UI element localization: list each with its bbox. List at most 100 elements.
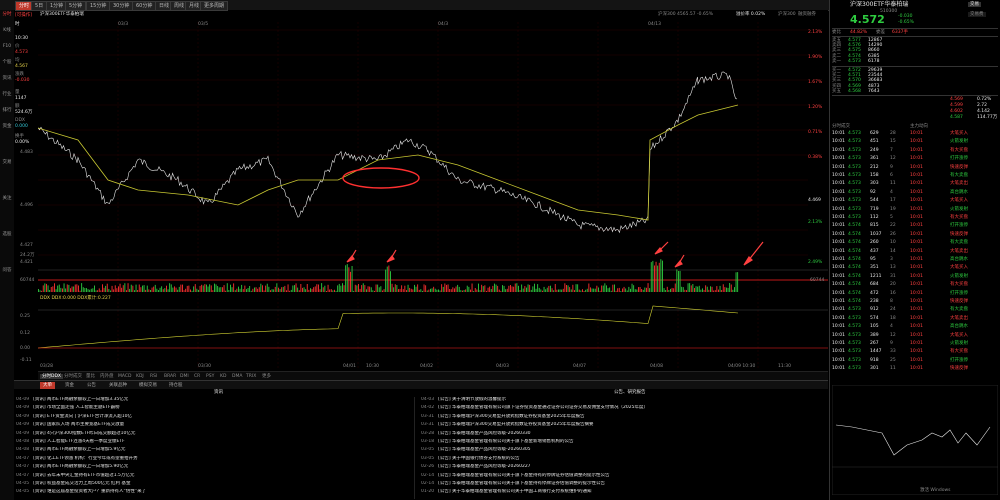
news-item[interactable]: 04-09 [资讯] 国家队入场 两市主要宽基ETF成交放量 (16, 422, 412, 428)
volume-bar (554, 284, 556, 292)
volume-bar (522, 288, 524, 292)
news-item[interactable]: 04-08 [资讯] 两市ETF两融余额较上一日增加5.9亿元 (16, 447, 412, 453)
news-item[interactable]: 04-09 [资讯] ETF资金流向 | 沪深ETF合计净流入超10亿 (16, 414, 412, 420)
news-item[interactable]: 04-09 [资讯] 市场全面走强 人工智能主题ETF霸榜 (16, 405, 412, 411)
bottom-tab[interactable]: 资金 (65, 383, 74, 388)
period-tab[interactable]: 1分钟 (46, 1, 68, 11)
news-item[interactable]: 04-02 [公告] 华泰柏瑞基金管理有限公司旗下证券投资基金通过证券公司证券交易… (421, 405, 817, 411)
volume-bar (463, 290, 465, 292)
axis-left-label: 4.496 (20, 203, 33, 208)
trade-fee-tab[interactable]: 交易费 (968, 12, 986, 17)
link-hs300[interactable]: 沪深300 (778, 12, 796, 17)
news-item[interactable]: 01-20 [公告] 关于华泰柏瑞基金管理有限公司关于中国工商银行支付系统维护的通… (421, 489, 817, 495)
volume-bar (52, 286, 54, 292)
intraday-chart[interactable]: 沪深300ETF华泰柏瑞 沪深300 4565.57 -0.65% 溢价率 0.… (20, 10, 828, 381)
ind-tab[interactable]: TRIX (246, 374, 257, 379)
volume-bar (97, 290, 99, 292)
chart-title: 沪深300ETF华泰柏瑞 (40, 12, 84, 17)
news-item[interactable]: 04-07 [资讯] 化工ETF领涨 机构：行业今年或有望重拾升势 (16, 456, 412, 462)
rail-item-gz[interactable]: 关注 (2, 196, 12, 201)
volume-bar (540, 289, 542, 292)
volume-bar (452, 287, 454, 292)
flow-time: 10:01 (910, 290, 923, 296)
news-item[interactable]: 03-05 [公告] 华泰柏瑞基金产品风险等级-20260305 (421, 447, 817, 453)
news-item[interactable]: 03-28 [公告] 华泰柏瑞基金产品风险等级-20260330 (421, 431, 817, 437)
ind-tab[interactable]: PSY (206, 374, 215, 379)
volume-bar (572, 284, 574, 292)
rail-item-f10[interactable]: F10 (2, 44, 12, 49)
bottom-tab[interactable]: 关联品种 (109, 383, 127, 388)
news-item[interactable]: 02-14 [公告] 华泰柏瑞基金管理有限公司关于旗下基金持有的停牌证券估值调整的… (421, 473, 817, 479)
rail-item-hy[interactable]: 行业 (2, 92, 12, 97)
ind-tab[interactable]: 分时成交 (64, 374, 82, 379)
period-tab[interactable]: 15分钟 (86, 1, 111, 11)
ind-tab[interactable]: 更多 (262, 374, 271, 379)
period-tab[interactable]: 5分钟 (65, 1, 87, 11)
news-item[interactable]: 04-03 [公告] 关于清明节放假的温馨提示 (421, 397, 817, 403)
news-item[interactable]: 03-05 [公告] 关于中国银行债券支付系统的公告 (421, 456, 817, 462)
volume-bar (633, 285, 635, 292)
volume-bar (348, 267, 350, 292)
volume-bar (689, 283, 691, 292)
rail-item-fenshi[interactable]: 分时 (2, 12, 12, 17)
news-item[interactable]: 04-05 [资讯] 权益基金成交活力上周500亿元 红利 基金 (16, 481, 412, 487)
news-item[interactable]: 02-26 [公告] 华泰柏瑞基金产品风险等级-20260227 (421, 464, 817, 470)
ind-tab[interactable]: 内外盘 (100, 374, 114, 379)
link-margin[interactable]: 融资融券 (798, 12, 816, 17)
bottom-tab[interactable]: 公告 (87, 383, 96, 388)
volume-bar (694, 288, 695, 292)
news-item[interactable]: 04-05 [资讯] 谁是这届基金投资者大户？重新持有人“悟性”来了 (16, 489, 412, 495)
ind-tab[interactable]: CR (194, 374, 201, 379)
volume-bar (70, 288, 71, 292)
period-tab[interactable]: 30分钟 (109, 1, 134, 11)
period-tab[interactable]: 更多周期 (200, 1, 229, 11)
volume-bar (382, 290, 383, 292)
vol-top-label: 24.2万 (20, 253, 35, 258)
ind-tab[interactable]: KD (220, 374, 227, 379)
period-tab[interactable]: 60分钟 (132, 1, 157, 11)
news-item[interactable]: 02-14 [公告] 华泰柏瑞基金管理有限公司关于旗下基金持有停牌证券估值调整的提… (421, 481, 817, 487)
volume-bar (580, 290, 582, 292)
ind-tab[interactable]: KDJ (136, 374, 144, 379)
news-item[interactable]: 04-09 [资讯] 两市ETF两融余额较上一日增加3.35亿元 (16, 397, 412, 403)
ind-tab[interactable]: RSI (150, 374, 158, 379)
volume-bar (114, 285, 116, 292)
ind-tab[interactable]: DMI (180, 374, 189, 379)
ind-tab[interactable]: 量比 (86, 374, 95, 379)
rail-item-wd[interactable]: 问答 (2, 268, 12, 273)
rail-item-ph[interactable]: 排行 (2, 108, 12, 113)
news-item[interactable]: 03-31 [公告] 华泰柏瑞沪深300交易型开放式指数证券投资基金2025年年度… (421, 414, 817, 420)
period-tab[interactable]: 5日 (31, 1, 48, 11)
news-item[interactable]: 04-07 [资讯] 去年末中央汇金持有ETF市值超过1.5万亿元 (16, 473, 412, 479)
news-item[interactable]: 03-18 [公告] 华泰柏瑞基金管理有限公司关于旗下基金新增销售机构的公告 (421, 439, 817, 445)
news-item[interactable]: 03-31 [公告] 华泰柏瑞沪深300交易型开放式指数证券投资基金2025年年度… (421, 422, 817, 428)
rail-item-zj[interactable]: 资金 (2, 124, 12, 129)
ind-tab[interactable]: MACD (118, 374, 132, 379)
trade-v: 544 (870, 198, 879, 204)
rail-item-kline[interactable]: K线 (3, 28, 11, 33)
stat-key: 委差 (876, 30, 885, 35)
volume-bar (681, 286, 683, 292)
trade-t: 10:01 (832, 206, 845, 212)
ind-tab[interactable]: DMA (232, 374, 243, 379)
rail-item-xd[interactable]: 选股 (2, 232, 12, 237)
rail-item-gn[interactable]: 个股 (2, 60, 12, 65)
volume-bar (140, 287, 142, 292)
bottom-tab[interactable]: 持仓股 (169, 383, 183, 388)
bottom-tab-active[interactable]: 大单 (40, 382, 55, 389)
ind-tab[interactable]: BRAR (164, 374, 177, 379)
bottom-tab[interactable]: 模拟交易 (139, 383, 157, 388)
volume-bar (561, 289, 563, 292)
ind-tab-ddx[interactable]: 分时DDX (40, 374, 64, 379)
trade-p: 4.574 (848, 273, 861, 279)
watermark-text: 激活 Windows (920, 488, 951, 493)
trade-tab[interactable]: 交易 (968, 2, 981, 7)
news-item[interactable]: 04-08 [资讯] 人工智能ETF连涨4天看一季度业绩ETF (16, 439, 412, 445)
news-date: 03-05 (421, 447, 435, 453)
rail-item-jy[interactable]: 交易 (2, 160, 12, 165)
flow-time: 10:01 (910, 189, 923, 195)
rail-item-zx[interactable]: 资讯 (2, 76, 12, 81)
news-item[interactable]: 04-09 [资讯] 4只沪深300指数ETF昨日成交额超过10亿元 (16, 431, 412, 437)
trade-t: 10:01 (832, 299, 845, 304)
news-item[interactable]: 04-07 [资讯] 两市ETF两融余额较上一日增加5.90亿元 (16, 464, 412, 470)
